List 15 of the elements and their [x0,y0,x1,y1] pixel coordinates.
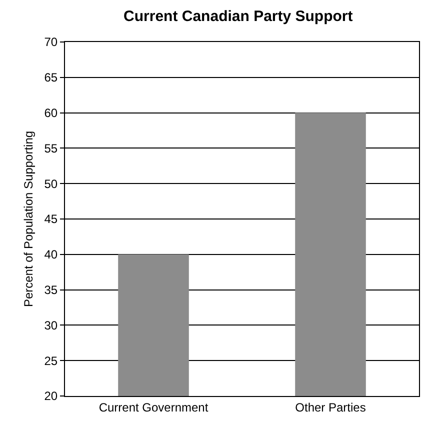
y-tick-label: 35 [44,283,58,297]
y-tick-label: 50 [44,176,58,191]
y-tick-label: 60 [44,106,58,120]
y-tick-label: 30 [44,318,58,332]
y-axis-title: Percent of Population Supporting [22,130,36,308]
chart-title: Current Canadian Party Support [124,8,353,26]
y-tick-label: 45 [44,212,58,226]
y-tick-label: 20 [44,389,58,404]
y-tick-label: 55 [44,141,58,156]
x-tick-label: Current Government [98,400,209,414]
x-tick-label: Other Parties [295,400,366,414]
y-tick-label: 40 [44,248,58,262]
y-tick-label: 70 [44,35,58,50]
y-tick-label: 65 [44,70,58,85]
y-tick-label: 25 [44,354,58,368]
